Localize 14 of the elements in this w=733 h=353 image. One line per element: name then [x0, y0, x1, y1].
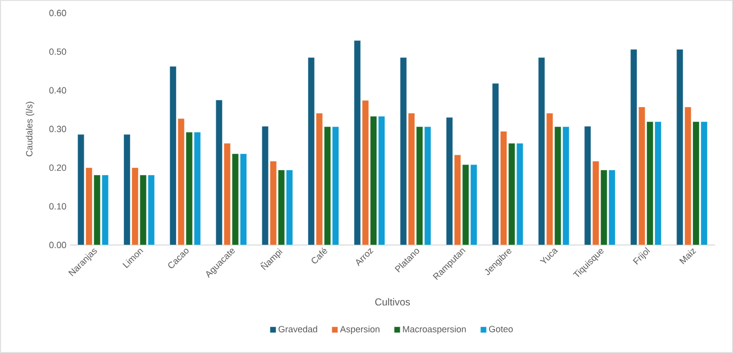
y-tick-label: 0.60: [49, 10, 66, 16]
legend-label: Goteo: [489, 326, 513, 332]
legend-label: Aspersion: [340, 326, 380, 334]
x-tick-label: Yuca: [540, 248, 558, 264]
y-tick-label: 0.00: [49, 242, 66, 248]
legend-label: Macroaspersion: [403, 326, 466, 334]
y-tick-label: 0.20: [49, 164, 66, 171]
x-axis-title: Cultivos: [375, 298, 410, 306]
y-tick-label: 0.30: [49, 126, 66, 132]
y-tick-label: 0.40: [49, 87, 66, 94]
y-tick-label: 0.10: [49, 203, 66, 210]
y-axis-title: Caudales (l/s): [26, 102, 34, 156]
legend-label: Gravedad: [278, 326, 318, 332]
y-tick-label: 0.50: [49, 48, 66, 55]
